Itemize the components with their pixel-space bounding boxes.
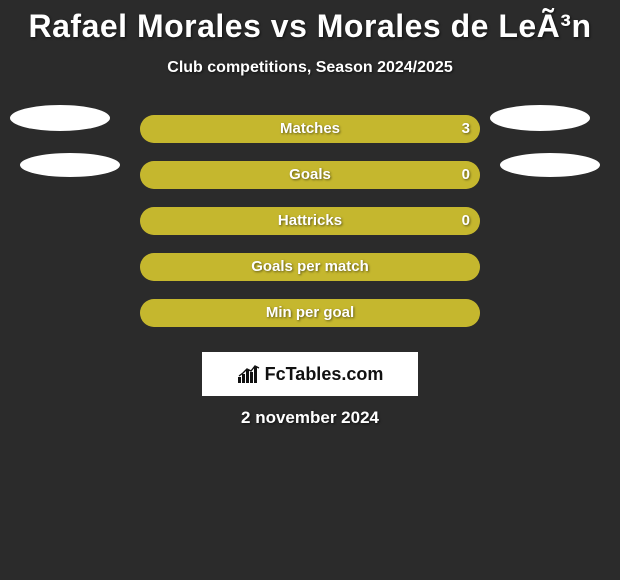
player-left-ellipse bbox=[10, 105, 110, 131]
page-title: Rafael Morales vs Morales de LeÃ³n bbox=[0, 0, 620, 45]
logo-box: FcTables.com bbox=[202, 352, 418, 396]
stat-bar-fill bbox=[140, 299, 480, 327]
stat-bar-fill bbox=[140, 161, 480, 189]
stat-rows: Matches3Goals0Hattricks0Goals per matchM… bbox=[0, 115, 620, 345]
player-left-ellipse bbox=[20, 153, 120, 177]
stat-bar-fill bbox=[140, 253, 480, 281]
player-right-ellipse bbox=[500, 153, 600, 177]
stat-bar-track bbox=[140, 161, 480, 189]
chart-bars-icon bbox=[237, 364, 261, 384]
stat-bar-track bbox=[140, 299, 480, 327]
subtitle: Club competitions, Season 2024/2025 bbox=[0, 59, 620, 77]
stat-bar-track bbox=[140, 207, 480, 235]
stat-row: Hattricks0 bbox=[0, 207, 620, 253]
stat-bar-track bbox=[140, 115, 480, 143]
stat-row: Goals per match bbox=[0, 253, 620, 299]
stat-bar-fill bbox=[140, 207, 480, 235]
stat-row: Goals0 bbox=[0, 161, 620, 207]
generated-date: 2 november 2024 bbox=[0, 408, 620, 428]
stat-row: Min per goal bbox=[0, 299, 620, 345]
stat-bar-track bbox=[140, 253, 480, 281]
player-right-ellipse bbox=[490, 105, 590, 131]
logo-text: FcTables.com bbox=[265, 364, 384, 385]
stat-bar-fill bbox=[140, 115, 480, 143]
